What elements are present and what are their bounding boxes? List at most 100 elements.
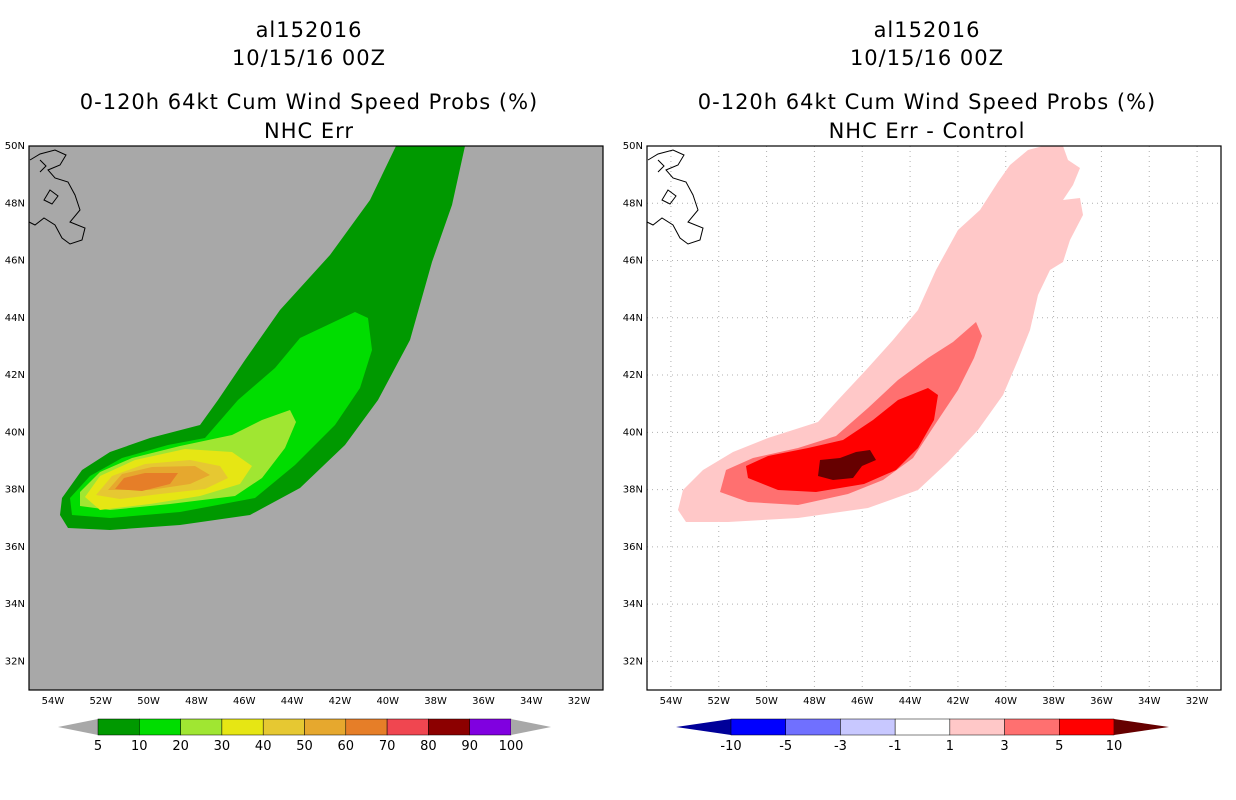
- coastline: [646, 149, 704, 245]
- colorbar-box: [1004, 718, 1060, 736]
- map-left: 54W 52W 50W 48W 46W 44W 42W 40W 38W 36W 34W 32W 32N…: [5, 141, 604, 754]
- colorbar-label: 60: [338, 739, 355, 754]
- lat-tick-label: 50N: [623, 141, 643, 152]
- lat-tick-label: 34N: [5, 599, 25, 610]
- colorbar-right: -10 -5 -3 -1 1 3 5 10: [676, 718, 1169, 754]
- colorbar-label: -10: [720, 739, 741, 754]
- storm-id-title: al152016: [873, 18, 981, 42]
- lat-tick-label: 40N: [623, 427, 643, 438]
- colorbar-label: 70: [379, 739, 396, 754]
- product-title: 0-120h 64kt Cum Wind Speed Probs (%): [697, 90, 1157, 114]
- coastline: [28, 149, 86, 245]
- lon-tick-label: 52W: [707, 696, 730, 707]
- lon-tick-label: 54W: [660, 696, 683, 707]
- colorbar-label: 10: [1106, 739, 1123, 754]
- difference-contours: [678, 146, 1083, 522]
- lat-tick-label: 42N: [623, 370, 643, 381]
- colorbar-label: 3: [1000, 739, 1008, 754]
- map-frame: [646, 145, 1222, 691]
- colorbar-label: 20: [172, 739, 189, 754]
- colorbar-high-arrow: [511, 719, 551, 735]
- lon-tick-labels: 54W 52W 50W 48W 46W 44W 42W 40W 38W 36W 34W 32W: [42, 696, 591, 707]
- date-title: 10/15/16 00Z: [849, 46, 1005, 70]
- lat-tick-label: 42N: [5, 370, 25, 381]
- colorbar-label: 90: [461, 739, 478, 754]
- lon-tick-label: 48W: [803, 696, 826, 707]
- lon-tick-label: 36W: [472, 696, 495, 707]
- lat-tick-label: 38N: [5, 485, 25, 496]
- colorbar-label: -5: [779, 739, 792, 754]
- panel-nhc-err-minus-control: al152016 10/15/16 00Z 0-120h 64kt Cum Wi…: [618, 0, 1236, 800]
- lat-tick-label: 46N: [623, 256, 643, 267]
- lon-tick-label: 40W: [994, 696, 1017, 707]
- colorbar-low-arrow: [58, 719, 98, 735]
- colorbar-label: 5: [1055, 739, 1063, 754]
- panel-subtitle: NHC Err - Control: [828, 119, 1026, 143]
- colorbar-box: [139, 718, 181, 736]
- lat-tick-label: 44N: [623, 313, 643, 324]
- colorbar-label: -1: [889, 739, 902, 754]
- colorbar-box: [345, 718, 388, 736]
- lat-tick-label: 50N: [5, 141, 25, 152]
- lon-tick-label: 50W: [755, 696, 778, 707]
- lat-tick-labels: 32N 34N 36N 38N 40N 42N 44N 46N 48N 50N: [5, 141, 25, 667]
- contour-10: [818, 450, 876, 480]
- lon-tick-label: 52W: [89, 696, 112, 707]
- lat-tick-label: 46N: [5, 256, 25, 267]
- lon-tick-label: 36W: [1090, 696, 1113, 707]
- colorbar-box: [730, 718, 786, 736]
- colorbar-box: [304, 718, 347, 736]
- colorbar-label: 50: [296, 739, 313, 754]
- lon-tick-label: 42W: [947, 696, 970, 707]
- colorbar-label: 40: [255, 739, 272, 754]
- colorbar-box: [894, 718, 951, 736]
- colorbar-label: 5: [94, 739, 102, 754]
- lat-tick-label: 36N: [623, 542, 643, 553]
- map-right: 54W 52W 50W 48W 46W 44W 42W 40W 38W 36W 34W 32W 32N…: [623, 141, 1222, 754]
- lon-tick-label: 46W: [233, 696, 256, 707]
- colorbar-label: -3: [834, 739, 847, 754]
- colorbar-box: [469, 718, 512, 736]
- colorbar-box: [221, 718, 264, 736]
- lon-tick-label: 32W: [568, 696, 591, 707]
- lat-tick-label: 38N: [623, 485, 643, 496]
- lat-tick-label: 36N: [5, 542, 25, 553]
- product-title: 0-120h 64kt Cum Wind Speed Probs (%): [79, 90, 539, 114]
- lon-tick-labels: 54W 52W 50W 48W 46W 44W 42W 40W 38W 36W 34W 32W: [660, 696, 1209, 707]
- lon-tick-label: 46W: [851, 696, 874, 707]
- colorbar-box: [840, 718, 896, 736]
- contour-60: [115, 473, 178, 491]
- colorbar-box: [262, 718, 305, 736]
- lon-tick-label: 50W: [137, 696, 160, 707]
- colorbar-label: 10: [131, 739, 148, 754]
- lon-tick-label: 54W: [42, 696, 65, 707]
- probability-contours: [60, 146, 465, 530]
- lon-tick-label: 44W: [899, 696, 922, 707]
- lon-tick-label: 42W: [329, 696, 352, 707]
- lon-tick-label: 38W: [1042, 696, 1065, 707]
- colorbar-high-arrow: [1114, 719, 1169, 735]
- date-title: 10/15/16 00Z: [231, 46, 387, 70]
- colorbar-box: [428, 718, 470, 736]
- colorbar-box: [180, 718, 223, 736]
- lat-tick-label: 34N: [623, 599, 643, 610]
- lat-tick-label: 48N: [5, 198, 25, 209]
- panel-subtitle: NHC Err: [263, 119, 354, 143]
- colorbar-box: [1059, 718, 1115, 736]
- colorbar-box: [97, 718, 140, 736]
- lon-tick-label: 48W: [185, 696, 208, 707]
- contour-5: [60, 146, 465, 530]
- contour-1: [678, 146, 1083, 522]
- colorbar-label: 30: [214, 739, 231, 754]
- lon-tick-label: 34W: [1138, 696, 1161, 707]
- map-frame: [28, 145, 604, 691]
- colorbar-label: 80: [420, 739, 437, 754]
- storm-id-title: al152016: [255, 18, 363, 42]
- contour-5: [746, 388, 938, 492]
- lon-tick-label: 32W: [1186, 696, 1209, 707]
- lat-tick-label: 40N: [5, 427, 25, 438]
- colorbar-label: 100: [499, 739, 524, 754]
- lat-tick-label: 44N: [5, 313, 25, 324]
- lat-tick-label: 32N: [5, 656, 25, 667]
- colorbar-label: 1: [946, 739, 954, 754]
